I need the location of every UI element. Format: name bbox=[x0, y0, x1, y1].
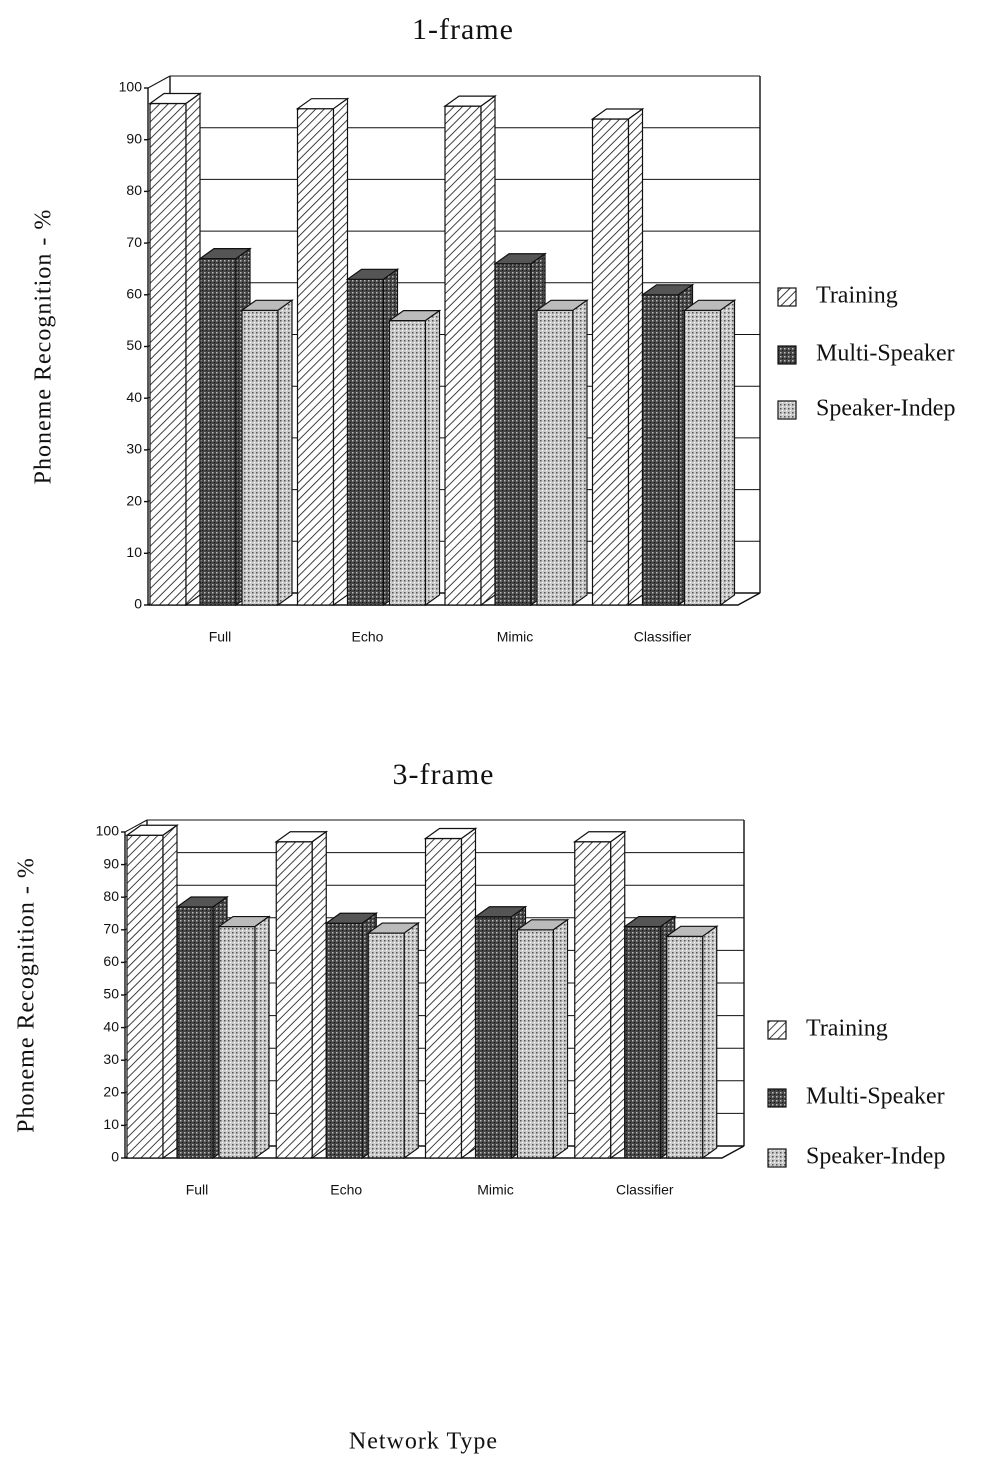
bar-side bbox=[610, 830, 626, 1160]
x-tick-label: Classifier bbox=[616, 1182, 674, 1198]
bar-side bbox=[162, 824, 178, 1160]
bar bbox=[275, 841, 313, 1159]
y-axis-label: Phoneme Recognition - % bbox=[14, 857, 40, 1133]
y-tick-label: 70 bbox=[126, 234, 142, 250]
bar bbox=[624, 925, 662, 1159]
x-tick-label: Mimic bbox=[497, 629, 534, 645]
bar bbox=[296, 108, 335, 606]
y-tick-label: 60 bbox=[126, 286, 142, 302]
bar bbox=[367, 932, 405, 1159]
legend-swatch bbox=[777, 345, 797, 365]
x-tick-label: Full bbox=[186, 1182, 209, 1198]
bar bbox=[666, 935, 704, 1159]
y-tick-label: 50 bbox=[126, 337, 142, 353]
x-tick-label: Echo bbox=[330, 1182, 362, 1198]
y-tick-label: 20 bbox=[126, 492, 142, 508]
bar-side bbox=[254, 915, 270, 1160]
grid-line bbox=[124, 819, 148, 833]
y-tick-label: 20 bbox=[103, 1084, 119, 1100]
x-tick-label: Echo bbox=[352, 629, 384, 645]
bar bbox=[388, 320, 427, 606]
bar-side bbox=[480, 94, 496, 607]
legend-swatch bbox=[767, 1088, 787, 1108]
legend-label: Speaker-Indep bbox=[806, 1144, 945, 1170]
y-tick-label: 40 bbox=[126, 389, 142, 405]
bar bbox=[149, 102, 187, 606]
x-tick-label: Full bbox=[209, 629, 232, 645]
x-axis-label: Network Type bbox=[349, 1429, 498, 1455]
bar-side bbox=[719, 299, 736, 607]
y-tick-label: 100 bbox=[96, 823, 120, 839]
bar-side bbox=[185, 92, 201, 607]
y-tick-label: 0 bbox=[111, 1149, 119, 1165]
chart-title: 1-frame bbox=[412, 13, 514, 46]
bar bbox=[574, 841, 612, 1159]
legend-label: Multi-Speaker bbox=[806, 1084, 945, 1110]
bar bbox=[516, 929, 555, 1159]
bar bbox=[346, 278, 385, 606]
legend-swatch bbox=[777, 287, 797, 307]
bar-side bbox=[552, 918, 569, 1160]
bar-side bbox=[460, 827, 477, 1160]
legend-label: Speaker-Indep bbox=[816, 396, 955, 422]
y-tick-label: 70 bbox=[103, 921, 119, 937]
bar bbox=[424, 837, 463, 1159]
y-tick-label: 10 bbox=[126, 544, 142, 560]
y-tick-label: 30 bbox=[126, 441, 142, 457]
legend-swatch bbox=[777, 400, 797, 420]
x-tick-label: Mimic bbox=[477, 1182, 514, 1198]
y-tick-label: 80 bbox=[103, 888, 119, 904]
bar-side bbox=[424, 309, 441, 607]
y-tick-label: 90 bbox=[126, 130, 142, 146]
legend-label: Training bbox=[806, 1016, 888, 1042]
y-tick-label: 60 bbox=[103, 953, 119, 969]
y-tick-label: 100 bbox=[119, 79, 143, 95]
bar bbox=[444, 105, 482, 606]
y-axis-label: Phoneme Recognition - % bbox=[31, 209, 57, 485]
y-tick-label: 80 bbox=[126, 182, 142, 198]
bar bbox=[199, 258, 237, 606]
bar bbox=[241, 309, 279, 606]
y-tick-label: 10 bbox=[103, 1116, 119, 1132]
bar-side bbox=[702, 925, 718, 1160]
y-tick-label: 0 bbox=[134, 596, 142, 612]
bar bbox=[325, 922, 363, 1159]
bar bbox=[591, 118, 630, 606]
bar bbox=[218, 925, 256, 1159]
bar bbox=[176, 906, 214, 1159]
bar-side bbox=[311, 830, 327, 1160]
bar-side bbox=[332, 97, 349, 607]
legend-label: Training bbox=[816, 283, 898, 309]
bar-side bbox=[572, 299, 588, 607]
y-tick-label: 40 bbox=[103, 1018, 119, 1034]
bar-side bbox=[277, 299, 293, 607]
bar bbox=[494, 263, 532, 606]
y-tick-label: 50 bbox=[103, 986, 119, 1002]
y-tick-label: 30 bbox=[103, 1051, 119, 1067]
x-tick-label: Classifier bbox=[634, 629, 692, 645]
bar-side bbox=[627, 107, 644, 607]
bar bbox=[641, 294, 680, 606]
bar bbox=[683, 309, 722, 606]
grid-line bbox=[147, 75, 171, 89]
bar-side bbox=[403, 921, 419, 1160]
legend-label: Multi-Speaker bbox=[816, 341, 955, 367]
y-tick-label: 90 bbox=[103, 855, 119, 871]
bar bbox=[474, 916, 513, 1159]
legend-swatch bbox=[767, 1020, 787, 1040]
bar bbox=[126, 834, 164, 1159]
chart-title: 3-frame bbox=[393, 758, 495, 791]
legend-swatch bbox=[767, 1148, 787, 1168]
bar bbox=[536, 309, 574, 606]
